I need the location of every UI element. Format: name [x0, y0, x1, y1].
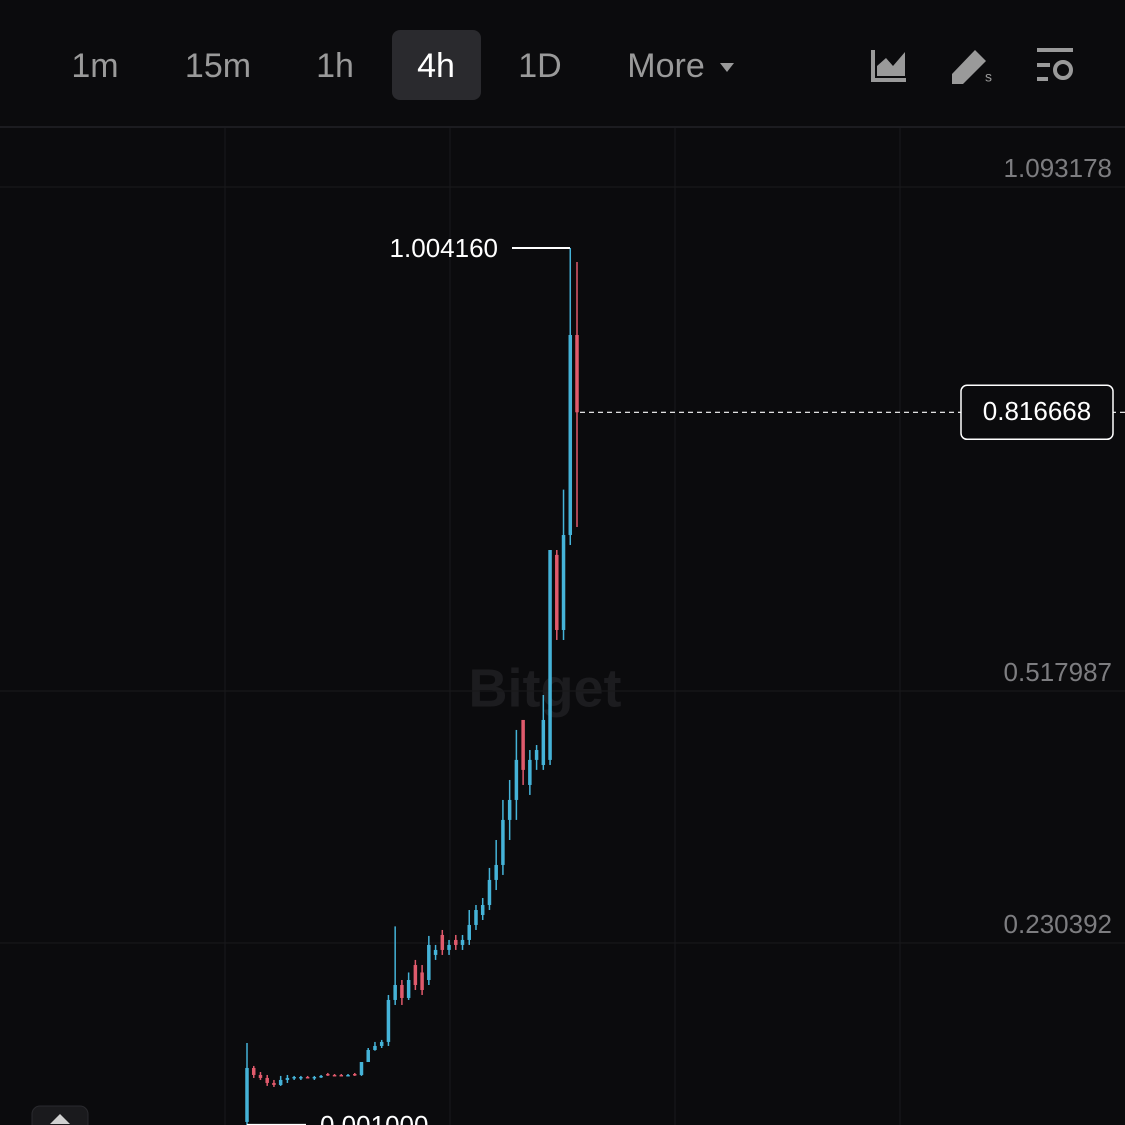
scroll-button[interactable] [31, 1105, 89, 1125]
candle-body [548, 549, 552, 760]
candle-body [299, 1076, 303, 1079]
candle-body [258, 1074, 263, 1078]
candle-body [386, 999, 391, 1042]
watermark: Bitget [469, 658, 622, 718]
icon-gear [1053, 60, 1073, 80]
candle-body [265, 1077, 269, 1083]
candle-body [427, 944, 431, 981]
candle-body [366, 1050, 370, 1063]
candle-body [285, 1077, 290, 1080]
candle-body [245, 1067, 249, 1122]
candle-body [393, 984, 397, 1000]
candle-body [561, 535, 566, 630]
area-icon[interactable] [871, 50, 906, 82]
vertical-grid [224, 128, 901, 1125]
candle-body [413, 965, 418, 985]
candle-body [534, 750, 539, 760]
y-tick-label: 0.517987 [1004, 657, 1112, 687]
draw-icon[interactable]: s [952, 50, 992, 85]
candle-body [440, 934, 445, 950]
more-caret [720, 63, 734, 72]
settings-icon[interactable] [1037, 48, 1073, 81]
candle-body [528, 759, 532, 785]
candle-body [332, 1074, 337, 1077]
candle-body [467, 924, 471, 940]
pencil-s: s [985, 69, 992, 85]
candle-body [346, 1074, 350, 1077]
candle-body [292, 1076, 296, 1079]
candle-body [521, 719, 525, 770]
interval-selected-bg[interactable] [392, 30, 481, 100]
candle-body [420, 972, 424, 990]
candle-body [339, 1074, 344, 1077]
more-button[interactable]: More [627, 47, 704, 85]
y-tick-label: 0.230392 [1004, 909, 1112, 939]
scroll-caret [50, 1114, 70, 1124]
candle-body [480, 905, 485, 915]
candle-body [575, 334, 579, 413]
interval-button[interactable]: 15m [185, 47, 251, 85]
candle-body [454, 939, 458, 945]
candle-body [568, 334, 573, 536]
candle-body [272, 1082, 276, 1085]
candle-body [507, 799, 512, 820]
interval-button[interactable]: 4h [417, 47, 455, 85]
last-price-box [960, 384, 1114, 441]
y-tick-label: 1.093178 [1004, 153, 1112, 183]
candle-body [312, 1076, 317, 1079]
interval-button[interactable]: 1D [518, 47, 561, 85]
candle-body [447, 944, 451, 950]
candle-body [541, 719, 546, 765]
candle-body [460, 939, 465, 945]
candle-body [487, 879, 492, 906]
candle-body [379, 1041, 384, 1046]
candle-body [433, 949, 438, 955]
candle-body [373, 1045, 377, 1051]
candle-body [278, 1079, 283, 1085]
candle-body [305, 1076, 310, 1079]
interval-button[interactable]: 1h [316, 47, 354, 85]
candle-body [400, 984, 404, 998]
last-price-label: 0.816668 [983, 396, 1091, 426]
max-marker-label: 1.004160 [390, 233, 498, 263]
candle-body [359, 1062, 364, 1075]
pencil-icon[interactable] [952, 50, 986, 84]
candle-body [406, 980, 411, 998]
candle-body [474, 909, 478, 925]
min-marker-label: 0.001000 [320, 1110, 428, 1125]
candle-body [555, 554, 559, 630]
candle-body [514, 759, 519, 800]
candle-body [501, 819, 505, 865]
chart-type-icon[interactable] [871, 50, 906, 82]
candle-body [326, 1074, 330, 1076]
candle-body [353, 1074, 357, 1076]
candle-body [251, 1067, 256, 1075]
interval-button[interactable]: 1m [71, 47, 118, 85]
candle-body [319, 1075, 323, 1078]
candle-body [494, 864, 498, 880]
